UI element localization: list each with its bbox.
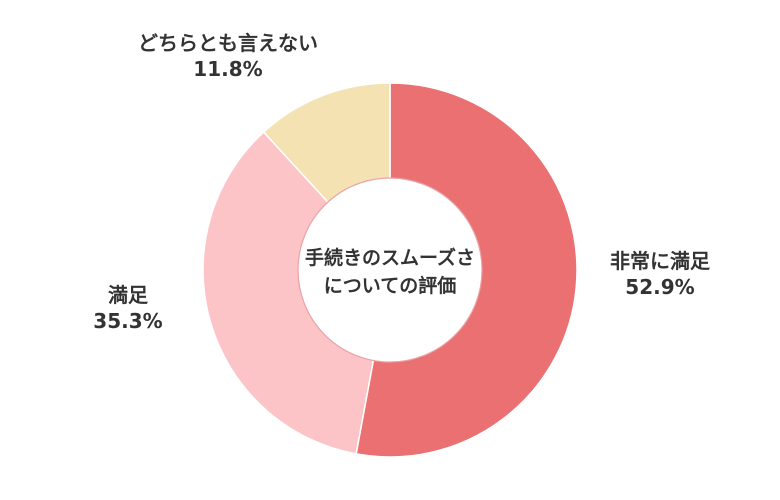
slice-2-name: 満足 — [108, 283, 149, 307]
center-label-line-2: についての評価 — [324, 274, 456, 297]
slice-1-name: 非常に満足 — [610, 249, 711, 273]
slice-2-value: 35.3% — [93, 309, 162, 333]
slice-3-value: 11.8% — [193, 57, 262, 81]
donut-slices — [202, 82, 578, 458]
center-label-line-1: 手続きのスムーズさ — [305, 246, 475, 269]
slice-1-value: 52.9% — [625, 275, 694, 299]
center-ring — [297, 177, 483, 363]
slice-3-name: どちらとも言えない — [138, 31, 318, 55]
